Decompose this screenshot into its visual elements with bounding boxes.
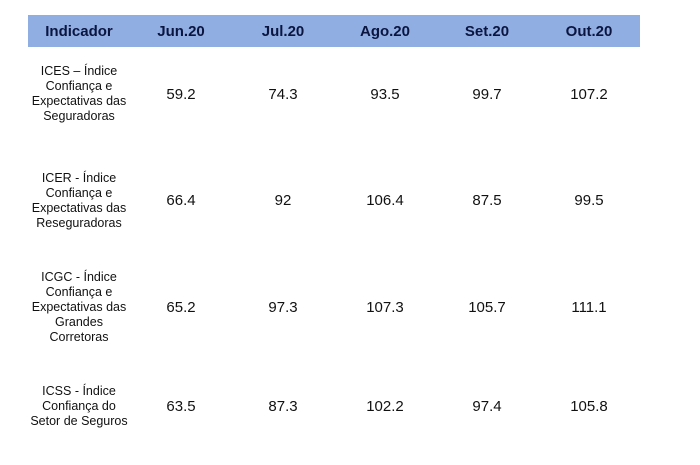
row-label-line: Setor de Seguros [30,414,128,428]
value-jun20: 63.5 [166,398,196,415]
row-label-line: Seguradoras [43,109,115,123]
row-label: ICGC - Índice Confiança e Expectativas d… [28,270,130,345]
value-out20: 111.1 [571,298,607,316]
value-set20: 87.5 [472,192,502,209]
header-ago20: Ago.20 [359,22,410,40]
table-row: ICES – Índice Confiança e Expectativas d… [28,64,640,124]
row-label-line: Corretoras [49,329,109,344]
table-header: Indicador Jun.20 Jul.20 Ago.20 Set.20 Ou… [28,15,640,47]
header-jul20: Jul.20 [261,22,305,40]
row-label: ICSS - Índice Confiança do Setor de Segu… [28,384,130,429]
value-jun20: 66.4 [166,192,196,209]
header-indicador: Indicador [45,22,113,40]
row-label: ICER - Índice Confiança e Expectativas d… [28,171,130,231]
row-label: ICES – Índice Confiança e Expectativas d… [28,64,130,124]
value-ago20: 93.5 [370,85,400,103]
table-row: ICER - Índice Confiança e Expectativas d… [28,170,640,231]
row-label-line: ICSS - Índice [42,384,116,398]
header-jun20: Jun.20 [157,22,205,40]
value-ago20: 102.2 [366,398,404,415]
table-row: ICGC - Índice Confiança e Expectativas d… [28,269,640,345]
value-ago20: 107.3 [366,298,404,316]
value-set20: 105.7 [468,298,506,316]
row-label-line: Confiança e [45,79,113,93]
value-jul20: 97.3 [268,298,298,316]
row-label-line: ICES – Índice [40,64,118,78]
row-label-line: Confiança do [42,399,116,413]
header-set20: Set.20 [464,22,510,40]
value-jul20: 87.3 [268,398,298,415]
value-out20: 107.2 [570,85,608,103]
row-label-line: Grandes [55,314,103,329]
value-jul20: 74.3 [268,85,298,103]
value-jun20: 65.2 [166,298,196,316]
row-label-line: Confiança e [45,284,113,299]
value-set20: 97.4 [472,398,502,415]
row-label-line: ICGC - Índice [41,269,117,284]
value-jul20: 92 [274,192,292,209]
value-out20: 105.8 [570,398,608,415]
value-ago20: 106.4 [366,192,404,209]
row-label-line: Expectativas das [31,94,127,108]
header-out20: Out.20 [565,22,613,40]
value-out20: 99.5 [574,192,604,209]
value-set20: 99.7 [472,85,502,103]
value-jun20: 59.2 [166,85,196,103]
row-label-line: Expectativas das [31,299,127,314]
row-label-line: Confiança e [45,185,113,200]
indicator-table: Indicador Jun.20 Jul.20 Ago.20 Set.20 Ou… [28,15,640,430]
row-label-line: Expectativas das [31,200,127,215]
row-label-line: Reseguradoras [36,215,122,230]
table-row: ICSS - Índice Confiança do Setor de Segu… [28,383,640,430]
row-label-line: ICER - Índice [41,170,117,185]
